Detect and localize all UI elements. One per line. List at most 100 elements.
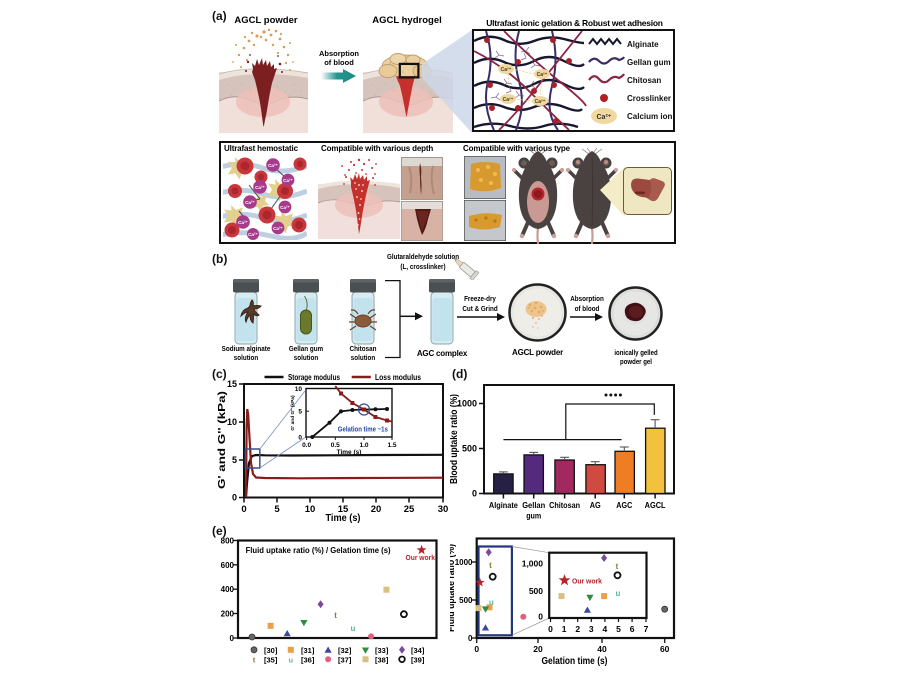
svg-text:10: 10 <box>295 386 303 393</box>
svg-text:[33]: [33] <box>375 646 389 655</box>
svg-text:Time (s): Time (s) <box>337 449 362 456</box>
svg-text:1000: 1000 <box>455 558 473 567</box>
svg-text:Gellan: Gellan <box>522 500 545 510</box>
svg-text:[31]: [31] <box>301 646 315 655</box>
svg-text:Gelation time (s): Gelation time (s) <box>542 656 608 667</box>
svg-text:Ca²⁺: Ca²⁺ <box>248 232 258 237</box>
svg-text:0: 0 <box>548 624 553 634</box>
svg-text:400: 400 <box>221 585 235 594</box>
svg-text:Loss modulus: Loss modulus <box>375 373 421 382</box>
svg-text:500: 500 <box>529 586 543 596</box>
svg-text:40: 40 <box>597 644 607 654</box>
svg-text:0: 0 <box>232 493 237 503</box>
svg-text:t: t <box>489 561 492 570</box>
svg-text:Ca²⁺: Ca²⁺ <box>537 72 548 78</box>
svg-text:Blood uptake ratio (%): Blood uptake ratio (%) <box>450 394 460 484</box>
svg-text:7: 7 <box>644 624 649 634</box>
svg-text:Ca²⁺: Ca²⁺ <box>255 185 265 190</box>
svg-text:Fluid uptake ratio (%): Fluid uptake ratio (%) <box>450 544 457 632</box>
svg-text:4: 4 <box>603 624 608 634</box>
svg-text:5: 5 <box>232 455 237 465</box>
svg-text:u: u <box>351 624 356 633</box>
svg-text:1.5: 1.5 <box>387 442 396 449</box>
svg-text:2: 2 <box>575 624 580 634</box>
svg-text:Fluid uptake ratio (%) / Gelat: Fluid uptake ratio (%) / Gelation time (… <box>246 546 391 555</box>
svg-text:Chitosan: Chitosan <box>627 76 661 85</box>
svg-text:Ca²⁺: Ca²⁺ <box>273 226 283 231</box>
svg-text:u: u <box>616 589 621 598</box>
svg-text:Ca²⁺: Ca²⁺ <box>535 99 546 105</box>
svg-text:500: 500 <box>462 444 477 454</box>
svg-text:15: 15 <box>338 504 349 515</box>
svg-text:AGCL: AGCL <box>645 500 666 510</box>
svg-text:Storage modulus: Storage modulus <box>288 373 340 382</box>
svg-text:Ca²⁺: Ca²⁺ <box>501 67 512 73</box>
svg-text:[36]: [36] <box>301 656 315 665</box>
svg-text:Ca²⁺: Ca²⁺ <box>238 220 248 225</box>
svg-text:AG: AG <box>590 500 601 510</box>
svg-text:Alginate: Alginate <box>627 40 659 49</box>
svg-text:1,000: 1,000 <box>522 558 544 568</box>
svg-text:[30]: [30] <box>264 646 278 655</box>
svg-text:Ca²⁺: Ca²⁺ <box>268 163 278 168</box>
svg-text:u: u <box>289 656 294 665</box>
svg-text:30: 30 <box>438 504 449 515</box>
svg-text:0.5: 0.5 <box>331 442 340 449</box>
svg-text:60: 60 <box>660 644 670 654</box>
svg-text:3: 3 <box>589 624 594 634</box>
svg-text:[38]: [38] <box>375 656 389 665</box>
svg-text:t: t <box>616 562 619 571</box>
svg-text:Ca²⁺: Ca²⁺ <box>245 200 255 205</box>
svg-text:G' and G'' (kPa): G' and G'' (kPa) <box>290 395 296 431</box>
svg-text:Our work: Our work <box>406 553 436 562</box>
svg-text:Alginate: Alginate <box>489 500 518 510</box>
svg-text:[39]: [39] <box>411 656 425 665</box>
svg-text:25: 25 <box>404 504 415 515</box>
svg-text:t: t <box>334 611 337 620</box>
svg-text:5: 5 <box>274 504 280 515</box>
svg-text:20: 20 <box>533 644 543 654</box>
svg-text:[37]: [37] <box>338 656 352 665</box>
svg-text:5: 5 <box>616 624 621 634</box>
svg-text:200: 200 <box>221 610 235 619</box>
svg-text:Time (s): Time (s) <box>326 513 361 524</box>
svg-text:Ca²⁺: Ca²⁺ <box>503 97 514 103</box>
svg-text:Chitosan: Chitosan <box>549 500 580 510</box>
svg-text:t: t <box>253 656 256 665</box>
svg-text:0: 0 <box>241 504 246 515</box>
svg-text:G' and G'' (kPa): G' and G'' (kPa) <box>216 391 228 489</box>
svg-text:1000: 1000 <box>457 399 477 409</box>
svg-text:10: 10 <box>227 417 237 427</box>
svg-text:Ca²⁺: Ca²⁺ <box>283 178 293 183</box>
svg-text:u: u <box>489 598 494 607</box>
svg-text:20: 20 <box>371 504 382 515</box>
svg-text:0: 0 <box>230 634 235 643</box>
svg-text:10: 10 <box>305 504 316 515</box>
svg-text:[35]: [35] <box>264 656 278 665</box>
svg-text:500: 500 <box>459 596 473 605</box>
svg-text:800: 800 <box>221 537 235 546</box>
svg-text:Calcium ion: Calcium ion <box>627 112 672 121</box>
svg-text:Ca²⁺: Ca²⁺ <box>280 205 290 210</box>
svg-text:Ca²⁺: Ca²⁺ <box>597 114 612 121</box>
svg-text:Our work: Our work <box>572 576 603 585</box>
svg-text:[32]: [32] <box>338 646 352 655</box>
svg-text:0: 0 <box>538 612 543 622</box>
svg-text:600: 600 <box>221 561 235 570</box>
svg-text:0: 0 <box>298 435 302 442</box>
svg-text:Gellan gum: Gellan gum <box>627 58 671 67</box>
svg-text:5: 5 <box>298 409 302 416</box>
svg-text:0: 0 <box>472 489 477 499</box>
svg-text:1.0: 1.0 <box>359 442 368 449</box>
svg-text:0: 0 <box>474 644 479 654</box>
svg-text:0.0: 0.0 <box>302 442 311 449</box>
svg-text:6: 6 <box>630 624 635 634</box>
svg-text:0: 0 <box>468 634 473 643</box>
svg-text:[34]: [34] <box>411 646 425 655</box>
svg-text:Crosslinker: Crosslinker <box>627 94 671 103</box>
svg-text:gum: gum <box>526 511 541 521</box>
svg-text:AGC: AGC <box>616 500 632 510</box>
svg-text:1: 1 <box>562 624 567 634</box>
svg-text:Gelation time ~1s: Gelation time ~1s <box>338 427 388 434</box>
svg-text:15: 15 <box>227 379 237 389</box>
